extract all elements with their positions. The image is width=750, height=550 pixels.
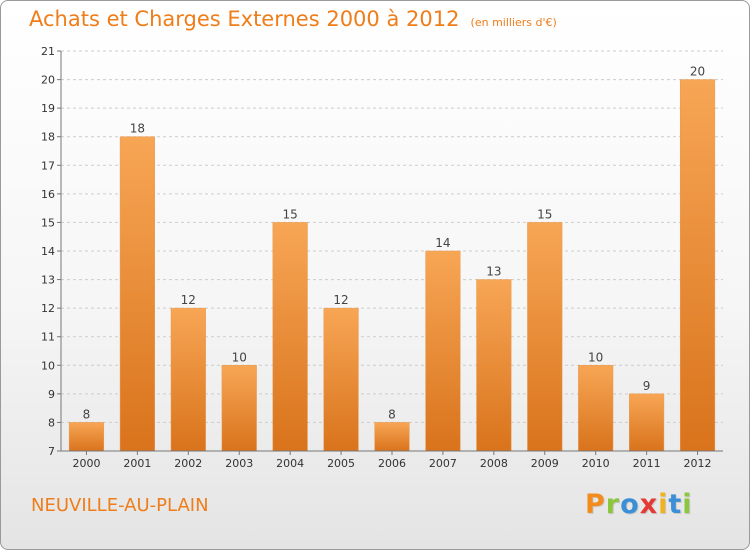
y-tick-label: 14 (41, 245, 55, 258)
y-tick-label: 10 (41, 359, 55, 372)
x-tick-label: 2009 (531, 457, 559, 470)
x-tick-label: 2006 (378, 457, 406, 470)
x-tick-label: 2011 (633, 457, 661, 470)
data-label: 15 (283, 207, 298, 221)
bar (170, 307, 206, 452)
proxiti-logo: Proxiti (585, 489, 693, 520)
y-tick-label: 8 (48, 416, 55, 429)
data-label: 12 (333, 293, 348, 307)
x-tick-label: 2002 (174, 457, 202, 470)
y-tick-label: 9 (48, 388, 55, 401)
y-tick-label: 18 (41, 131, 55, 144)
bar (629, 393, 665, 452)
unit-text: (en milliers d'€) (470, 16, 557, 29)
x-tick-label: 2005 (327, 457, 355, 470)
y-tick-label: 7 (48, 445, 55, 458)
data-label: 10 (588, 350, 603, 364)
x-tick-label: 2008 (480, 457, 508, 470)
bar (374, 422, 410, 452)
y-axis: 7 8 9 10 11 12 13 14 15 16 17 18 19 20 21 (41, 45, 62, 458)
x-tick-label: 2004 (276, 457, 304, 470)
y-tick-label: 11 (41, 331, 55, 344)
y-tick-label: 13 (41, 274, 55, 287)
logo-letter: o (620, 489, 640, 520)
bar (119, 136, 155, 452)
y-tick-label: 16 (41, 188, 55, 201)
x-tick-label: 2012 (684, 457, 712, 470)
logo-letter: i (682, 489, 693, 520)
x-tick-label: 2003 (225, 457, 253, 470)
x-tick-label: 2007 (429, 457, 457, 470)
logo-letter: i (658, 489, 669, 520)
x-tick-label: 2010 (582, 457, 610, 470)
logo-letter: P (585, 489, 606, 520)
x-axis: 2000 2001 2002 2003 2004 2005 2006 2007 2008 2009… (61, 450, 723, 470)
data-label: 10 (232, 350, 247, 364)
y-tick-label: 20 (41, 74, 55, 87)
bars: 8 18 12 10 15 12 8 14 13 15 10 9 20 (68, 65, 716, 452)
bar (272, 222, 308, 452)
grid-lines (61, 50, 723, 452)
logo-letter: t (668, 489, 683, 520)
data-label: 14 (435, 236, 450, 250)
y-tick-label: 15 (41, 216, 55, 229)
data-label: 8 (83, 407, 91, 421)
y-tick-label: 12 (41, 302, 55, 315)
bar (68, 422, 105, 452)
bar (476, 279, 512, 452)
commune-name: NEUVILLE-AU-PLAIN (31, 495, 209, 516)
x-tick-label: 2001 (123, 457, 151, 470)
data-label: 18 (130, 122, 145, 136)
x-tick-label: 2000 (72, 457, 100, 470)
logo-letter: r (605, 489, 621, 520)
data-label: 15 (537, 207, 552, 221)
bar (425, 250, 461, 452)
bar (221, 365, 257, 452)
bar (323, 307, 359, 452)
data-label: 20 (690, 65, 705, 79)
data-label: 12 (181, 293, 196, 307)
y-tick-label: 21 (41, 45, 55, 58)
data-label: 13 (486, 265, 501, 279)
bar (679, 79, 716, 452)
y-tick-label: 17 (41, 159, 55, 172)
logo-letter: x (639, 489, 659, 520)
bar (527, 222, 563, 452)
bar (578, 365, 614, 452)
y-tick-label: 19 (41, 102, 55, 115)
chart-title: Achats et Charges Externes 2000 à 2012 (… (29, 7, 557, 31)
data-label: 9 (643, 379, 651, 393)
data-label: 8 (388, 407, 396, 421)
title-text: Achats et Charges Externes 2000 à 2012 (29, 7, 460, 31)
